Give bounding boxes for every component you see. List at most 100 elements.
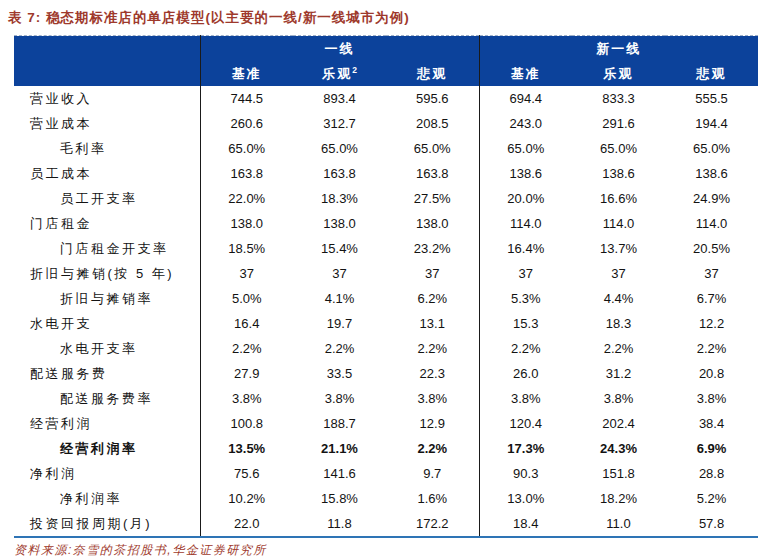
cell-value: 2.2%	[386, 336, 479, 361]
cell-value: 141.6	[293, 461, 386, 486]
cell-value: 22.0%	[200, 186, 293, 211]
cell-value: 2.2%	[200, 336, 293, 361]
row-label: 折旧与摊销率	[14, 286, 200, 311]
cell-value: 13.0%	[479, 486, 572, 511]
cell-value: 2.2%	[293, 336, 386, 361]
row-label: 门店租金开支率	[14, 236, 200, 261]
cell-value: 188.7	[293, 411, 386, 436]
cell-value: 65.0%	[386, 136, 479, 161]
cell-value: 65.0%	[479, 136, 572, 161]
cell-value: 21.1%	[293, 436, 386, 461]
row-label: 投资回报周期(月)	[14, 511, 200, 537]
cell-value: 17.3%	[479, 436, 572, 461]
cell-value: 16.6%	[572, 186, 665, 211]
table-caption-title: 稳态期标准店的单店模型(以主要的一线/新一线城市为例)	[46, 10, 410, 25]
cell-value: 37	[665, 261, 758, 286]
cell-value: 20.5%	[665, 236, 758, 261]
cell-value: 15.8%	[293, 486, 386, 511]
cell-value: 243.0	[479, 111, 572, 136]
cell-value: 27.5%	[386, 186, 479, 211]
cell-value: 2.2%	[386, 436, 479, 461]
cell-value: 138.6	[572, 161, 665, 186]
cell-value: 138.0	[293, 211, 386, 236]
cell-value: 11.8	[293, 511, 386, 537]
cell-value: 3.8%	[200, 386, 293, 411]
header-group-row: 一线 新一线	[14, 36, 758, 62]
table-row: 门店租金138.0138.0138.0114.0114.0114.0	[14, 211, 758, 236]
cell-value: 22.3	[386, 361, 479, 386]
cell-value: 100.8	[200, 411, 293, 436]
cell-value: 31.2	[572, 361, 665, 386]
cell-value: 833.3	[572, 86, 665, 111]
table-row: 营业收入744.5893.4595.6694.4833.3555.5	[14, 86, 758, 111]
header-subcol-optimistic-1: 乐观2	[293, 61, 386, 86]
cell-value: 138.6	[665, 161, 758, 186]
cell-value: 595.6	[386, 86, 479, 111]
row-label: 水电开支率	[14, 336, 200, 361]
cell-value: 24.3%	[572, 436, 665, 461]
cell-value: 37	[479, 261, 572, 286]
cell-value: 27.9	[200, 361, 293, 386]
row-label: 净利润率	[14, 486, 200, 511]
cell-value: 18.3	[572, 311, 665, 336]
cell-value: 75.6	[200, 461, 293, 486]
table-header: 一线 新一线 基准 乐观2 悲观 基准 乐观 悲观	[14, 36, 758, 87]
cell-value: 38.4	[665, 411, 758, 436]
cell-value: 65.0%	[572, 136, 665, 161]
cell-value: 65.0%	[665, 136, 758, 161]
row-label: 经营利润	[14, 411, 200, 436]
cell-value: 22.0	[200, 511, 293, 537]
cell-value: 9.7	[386, 461, 479, 486]
header-corner-cell	[14, 36, 200, 62]
header-label-cell	[14, 61, 200, 86]
row-label: 净利润	[14, 461, 200, 486]
table-caption-number: 表 7:	[8, 10, 41, 25]
table-row: 员工开支率22.0%18.3%27.5%20.0%16.6%24.9%	[14, 186, 758, 211]
cell-value: 65.0%	[293, 136, 386, 161]
cell-value: 18.4	[479, 511, 572, 537]
cell-value: 37	[572, 261, 665, 286]
header-subcol-optimistic-2: 乐观	[572, 61, 665, 86]
cell-value: 744.5	[200, 86, 293, 111]
cell-value: 202.4	[572, 411, 665, 436]
table-row: 毛利率65.0%65.0%65.0%65.0%65.0%65.0%	[14, 136, 758, 161]
cell-value: 2.2%	[479, 336, 572, 361]
row-label: 门店租金	[14, 211, 200, 236]
table-row: 营业成本260.6312.7208.5243.0291.6194.4	[14, 111, 758, 136]
cell-value: 57.8	[665, 511, 758, 537]
cell-value: 10.2%	[200, 486, 293, 511]
cell-value: 3.8%	[665, 386, 758, 411]
cell-value: 138.6	[479, 161, 572, 186]
cell-value: 16.4%	[479, 236, 572, 261]
cell-value: 172.2	[386, 511, 479, 537]
header-subcol-pessimistic-2: 悲观	[665, 61, 758, 86]
cell-value: 3.8%	[479, 386, 572, 411]
cell-value: 37	[293, 261, 386, 286]
cell-value: 12.9	[386, 411, 479, 436]
table-row: 净利润率10.2%15.8%1.6%13.0%18.2%5.2%	[14, 486, 758, 511]
row-label: 折旧与摊销(按 5 年)	[14, 261, 200, 286]
cell-value: 5.3%	[479, 286, 572, 311]
cell-value: 312.7	[293, 111, 386, 136]
row-label: 配送服务费	[14, 361, 200, 386]
cell-value: 26.0	[479, 361, 572, 386]
cell-value: 23.2%	[386, 236, 479, 261]
cell-value: 16.4	[200, 311, 293, 336]
cell-value: 138.0	[386, 211, 479, 236]
single-store-model-table: 一线 新一线 基准 乐观2 悲观 基准 乐观 悲观 营业收入744.5893.4…	[14, 35, 758, 538]
source-note: 资料来源:奈雪的茶招股书,华金证券研究所	[14, 542, 267, 559]
cell-value: 138.0	[200, 211, 293, 236]
cell-value: 893.4	[293, 86, 386, 111]
table-row: 配送服务费率3.8%3.8%3.8%3.8%3.8%3.8%	[14, 386, 758, 411]
cell-value: 90.3	[479, 461, 572, 486]
table-body: 营业收入744.5893.4595.6694.4833.3555.5营业成本26…	[14, 86, 758, 537]
cell-value: 163.8	[293, 161, 386, 186]
cell-value: 4.4%	[572, 286, 665, 311]
table-row: 净利润75.6141.69.790.3151.828.8	[14, 461, 758, 486]
row-label: 经营利润率	[14, 436, 200, 461]
cell-value: 120.4	[479, 411, 572, 436]
header-group-new-tier1: 新一线	[479, 36, 758, 62]
cell-value: 3.8%	[293, 386, 386, 411]
cell-value: 37	[200, 261, 293, 286]
cell-value: 15.4%	[293, 236, 386, 261]
